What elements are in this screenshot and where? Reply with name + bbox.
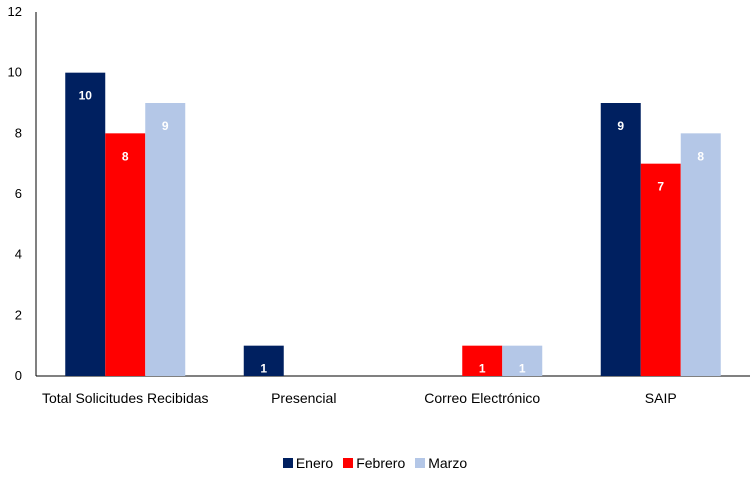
legend-label: Marzo <box>428 455 468 471</box>
data-label: 8 <box>697 149 704 163</box>
y-tick-label: 12 <box>8 4 22 19</box>
bar-enero-0 <box>65 72 106 377</box>
data-label: 1 <box>260 362 267 376</box>
bar-marzo-2 <box>502 345 543 376</box>
data-label: 8 <box>122 149 129 163</box>
legend-label: Febrero <box>356 455 406 471</box>
data-label: 9 <box>617 119 624 133</box>
category-label: Presencial <box>271 390 336 406</box>
bar-febrero-0 <box>105 133 146 376</box>
data-label: 1 <box>479 362 486 376</box>
bar-enero-1 <box>243 345 284 376</box>
legend-swatch <box>415 458 426 468</box>
legend-item-enero: Enero <box>282 455 334 471</box>
data-label: 9 <box>162 119 169 133</box>
category-label: Correo Electrónico <box>424 390 540 406</box>
data-label: 7 <box>657 180 664 194</box>
category-label: Total Solicitudes Recibidas <box>42 390 209 406</box>
bar-marzo-0 <box>145 103 186 376</box>
y-tick-label: 2 <box>15 307 22 322</box>
data-label: 1 <box>519 362 526 376</box>
legend-swatch <box>282 458 293 468</box>
bar-marzo-3 <box>680 133 721 376</box>
category-labels: Total Solicitudes Recibidas Presencial Cor… <box>42 390 677 406</box>
category-label: SAIP <box>645 390 677 406</box>
legend-label: Enero <box>295 455 334 471</box>
legend: Enero Febrero Marzo <box>0 455 750 471</box>
y-tick-label: 6 <box>15 186 22 201</box>
bar-febrero-3 <box>640 163 681 376</box>
bar-febrero-2 <box>462 345 503 376</box>
legend-item-marzo: Marzo <box>415 455 467 471</box>
data-label: 10 <box>79 89 93 103</box>
y-tick-label: 10 <box>8 65 22 80</box>
legend-swatch <box>343 458 354 468</box>
legend-item-febrero: Febrero <box>343 455 405 471</box>
y-tick-labels: 0 2 4 6 8 10 12 <box>8 4 22 383</box>
y-tick-label: 8 <box>15 125 22 140</box>
bar-enero-3 <box>600 103 641 376</box>
y-tick-label: 0 <box>15 368 22 383</box>
y-tick-label: 4 <box>15 247 22 262</box>
bars <box>65 72 721 377</box>
